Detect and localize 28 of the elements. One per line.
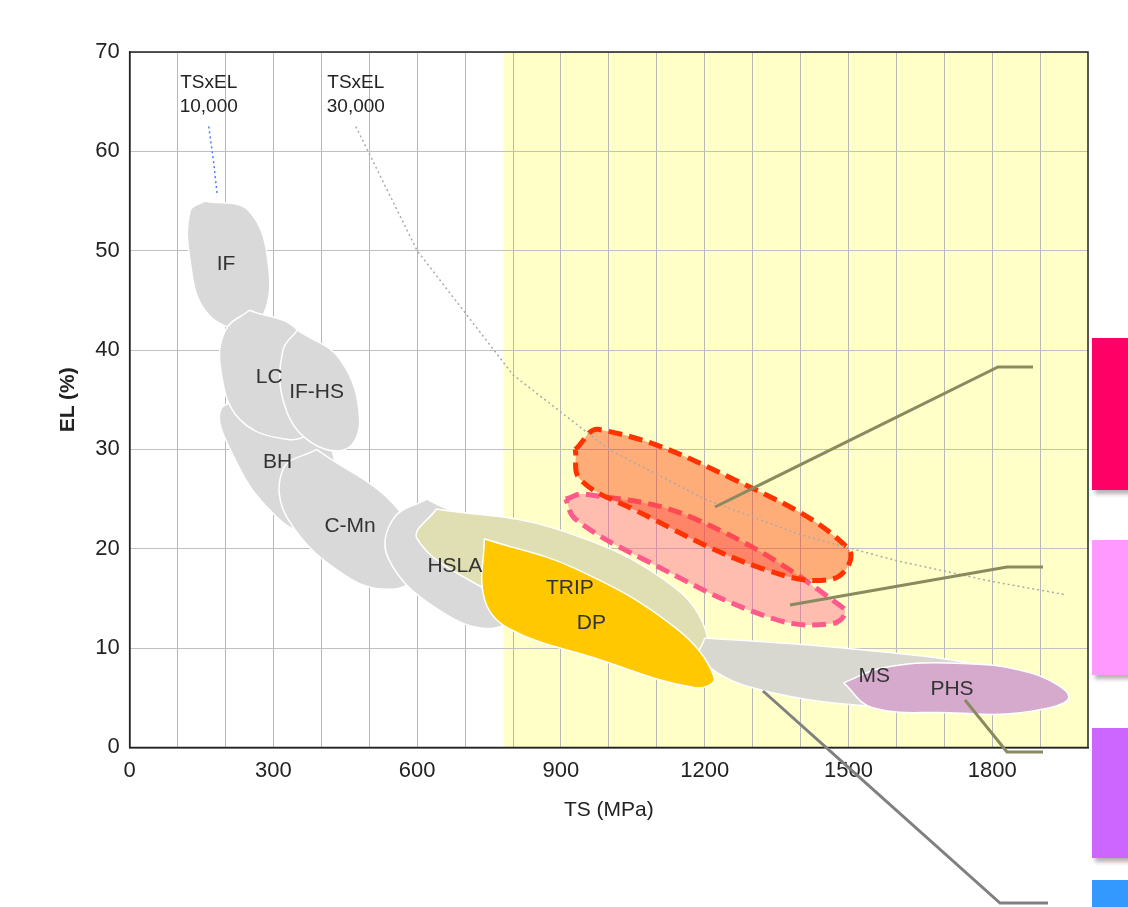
x-tick-label: 0 — [123, 756, 136, 782]
series-label: C-Mn — [324, 512, 376, 536]
y-tick-label: 10 — [95, 634, 120, 660]
y-tick-label: 70 — [95, 38, 120, 64]
x-axis-title: TS (MPa) — [563, 797, 654, 821]
series-label: DP — [576, 610, 607, 634]
x-tick-label: 900 — [542, 756, 580, 782]
series-label: PHS — [930, 676, 974, 700]
series-label: LC — [255, 364, 283, 388]
x-tick-label: 300 — [255, 756, 292, 782]
series-label: MS — [858, 663, 890, 687]
y-tick-label: 20 — [95, 534, 120, 560]
y-tick-label: 50 — [95, 236, 120, 262]
series-label: TSxEL 30,000 — [326, 70, 385, 116]
series-label: BH — [262, 448, 293, 472]
y-tick-label: 30 — [95, 435, 120, 461]
y-tick-label: 0 — [107, 733, 120, 759]
x-tick-label: 1800 — [967, 756, 1017, 782]
y-axis-title: EL (%) — [55, 367, 79, 433]
y-tick-label: 60 — [95, 137, 120, 163]
series-label: IF-HS — [289, 379, 344, 403]
series-label: HSLA — [427, 552, 483, 576]
x-tick-label: 600 — [398, 756, 436, 782]
series-label: TRIP — [545, 575, 594, 599]
series-label: IF — [216, 251, 236, 275]
series-label: TSxEL 10,000 — [179, 70, 238, 116]
y-tick-label: 40 — [95, 336, 120, 362]
x-tick-label: 1200 — [680, 756, 730, 782]
